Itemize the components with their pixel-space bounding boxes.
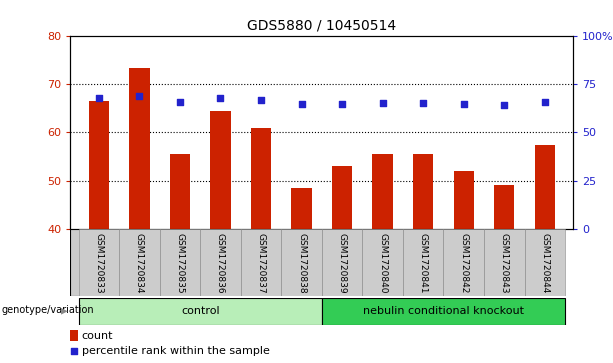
Text: count: count [82,331,113,341]
Point [540,99,550,105]
Bar [484,229,525,296]
Bar [89,101,109,229]
Point [418,100,428,106]
Bar [129,68,150,229]
Text: GSM1720840: GSM1720840 [378,233,387,293]
Text: GSM1720844: GSM1720844 [540,233,549,293]
Bar [159,229,200,296]
Point [134,93,144,99]
Bar [373,154,393,229]
Text: percentile rank within the sample: percentile rank within the sample [82,346,270,356]
Point [500,102,509,107]
Bar [494,185,514,229]
Bar [443,229,484,296]
Bar [322,229,362,296]
Text: GSM1720836: GSM1720836 [216,233,225,293]
Bar [70,330,78,341]
Bar [78,298,322,325]
Text: GSM1720839: GSM1720839 [338,233,346,293]
Point [256,97,266,103]
Text: genotype/variation: genotype/variation [1,305,94,315]
Point [175,99,185,105]
Point [297,101,306,106]
Title: GDS5880 / 10450514: GDS5880 / 10450514 [247,19,397,32]
Bar [291,188,311,229]
Bar [535,144,555,229]
Text: GSM1720841: GSM1720841 [419,233,428,293]
Point [378,100,387,106]
Bar [200,229,241,296]
Text: GSM1720835: GSM1720835 [175,233,185,293]
Point [69,348,79,354]
Bar [454,171,474,229]
Point [459,101,468,106]
Bar [241,229,281,296]
Bar [322,298,565,325]
Text: control: control [181,306,219,316]
Text: GSM1720833: GSM1720833 [94,233,104,293]
Bar [403,229,443,296]
Bar [210,111,230,229]
Bar [281,229,322,296]
Point [337,101,347,106]
Bar [525,229,565,296]
Text: GSM1720837: GSM1720837 [256,233,265,293]
Point [94,95,104,101]
Bar [251,128,271,229]
FancyBboxPatch shape [70,229,557,296]
Bar [413,154,433,229]
Bar [332,166,352,229]
Bar [362,229,403,296]
Bar [170,154,190,229]
Bar [78,229,119,296]
Text: nebulin conditional knockout: nebulin conditional knockout [363,306,524,316]
Text: GSM1720834: GSM1720834 [135,233,144,293]
Bar [119,229,159,296]
Text: GSM1720838: GSM1720838 [297,233,306,293]
Point [216,95,226,101]
Text: GSM1720843: GSM1720843 [500,233,509,293]
Text: GSM1720842: GSM1720842 [459,233,468,293]
